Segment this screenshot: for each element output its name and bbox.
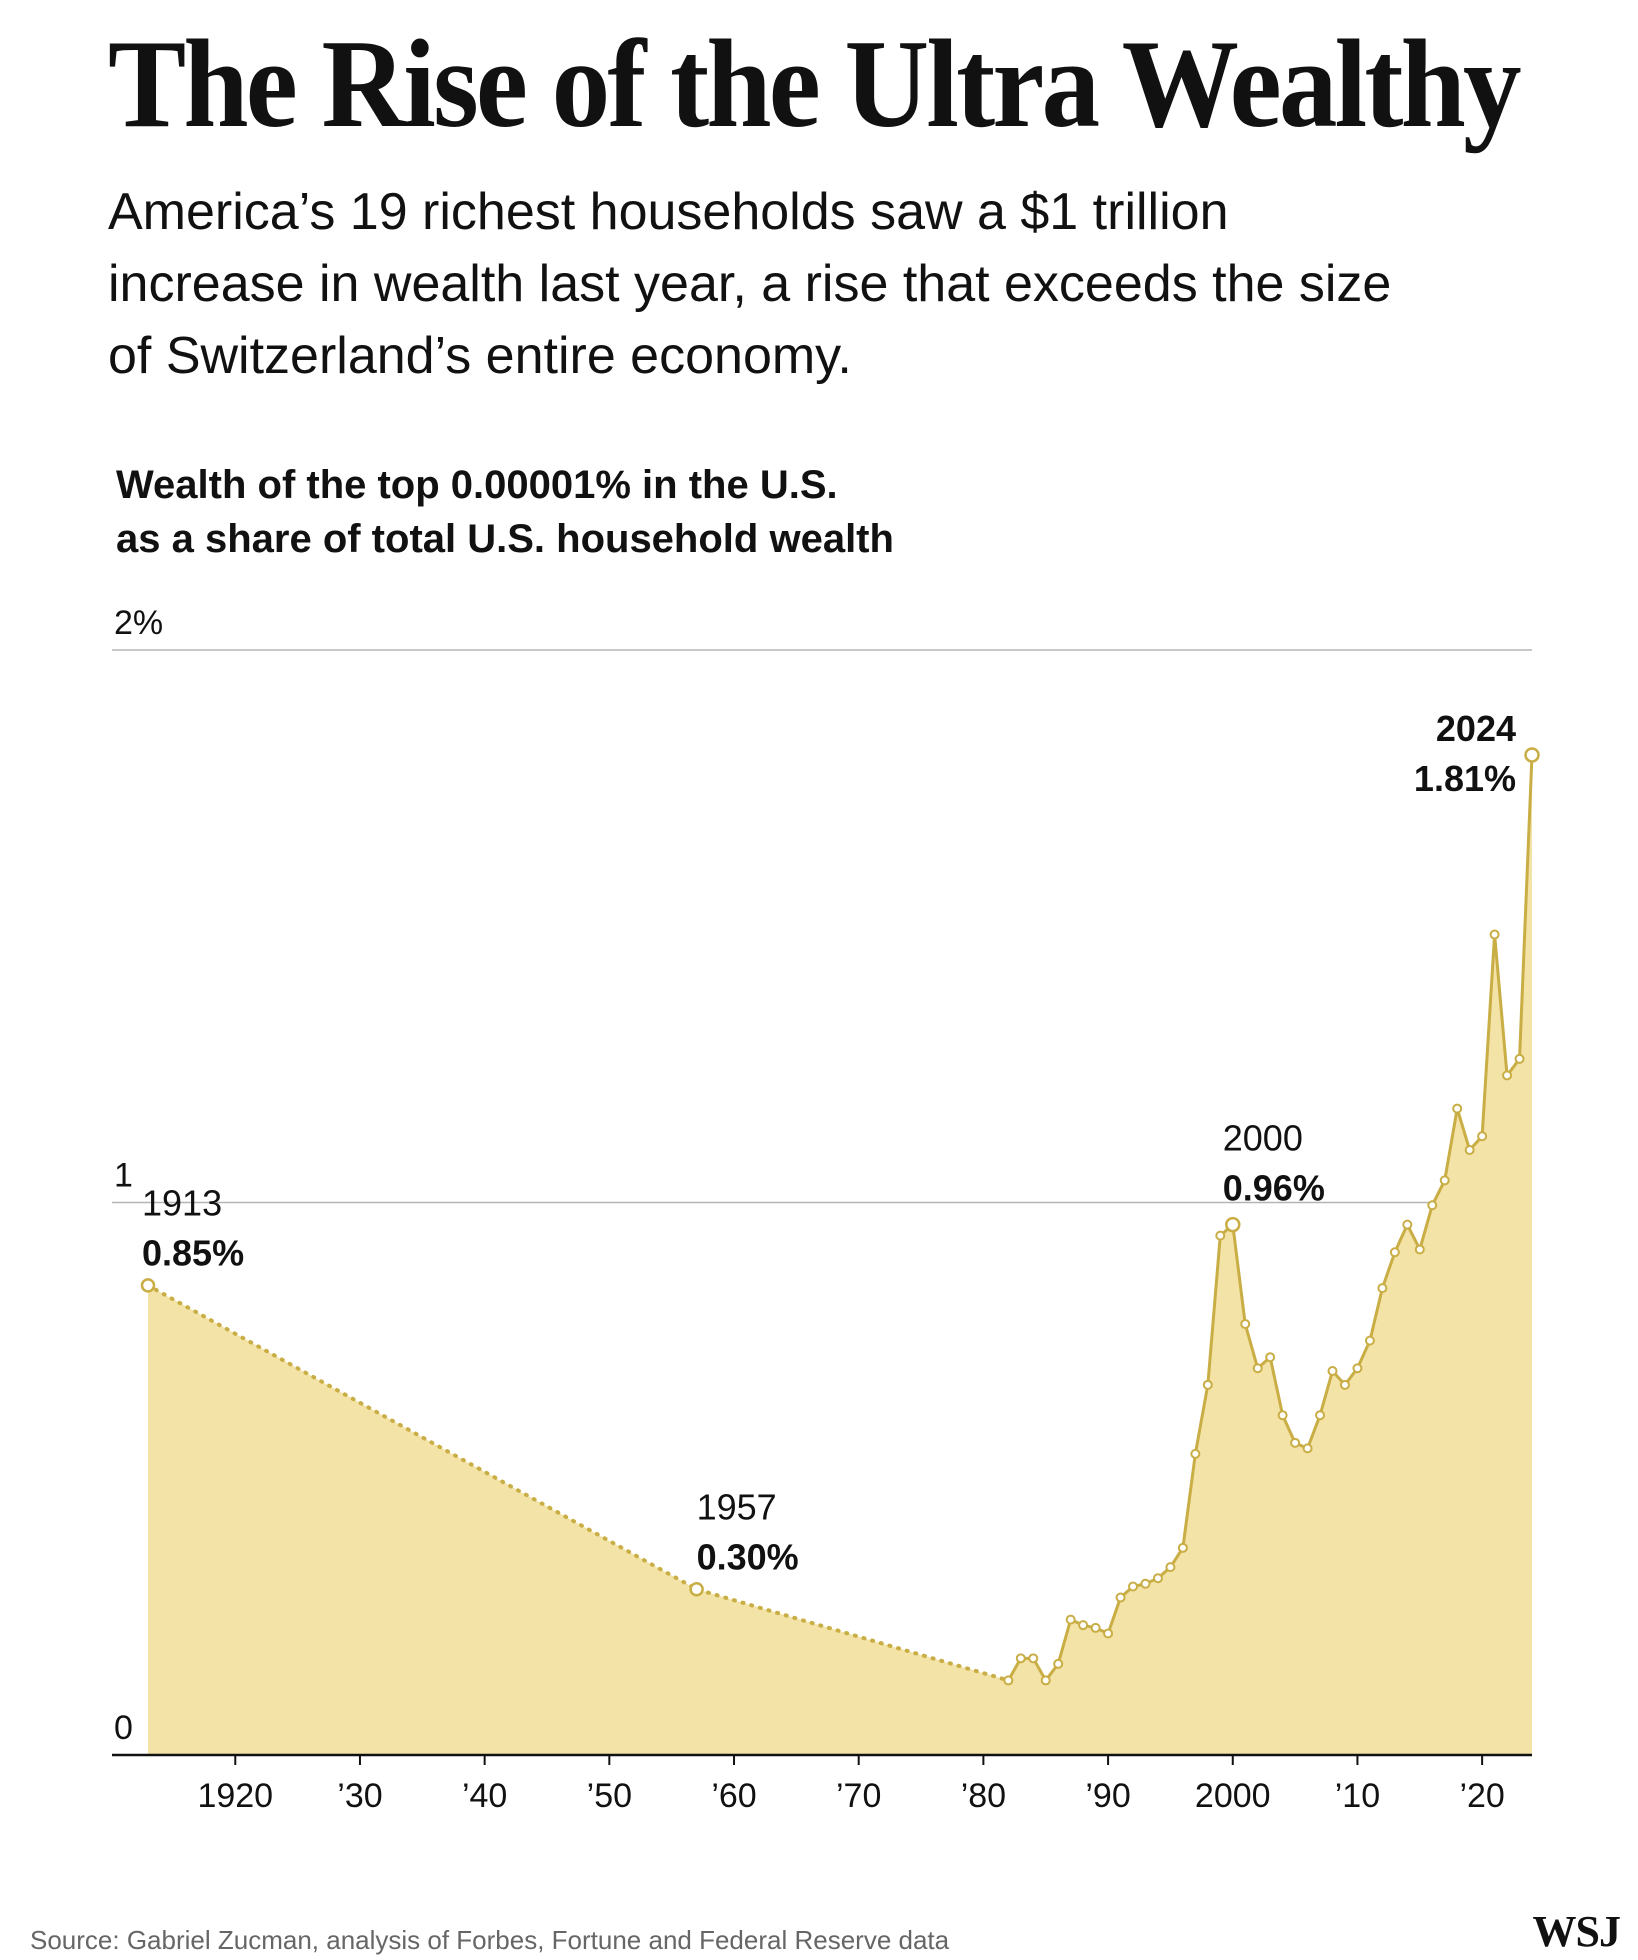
data-point bbox=[1128, 1581, 1139, 1592]
interpolated-line bbox=[146, 1283, 1011, 1683]
data-point bbox=[1327, 1366, 1338, 1377]
data-point bbox=[1414, 1244, 1425, 1255]
data-point bbox=[1003, 1675, 1014, 1686]
data-point-highlight bbox=[1524, 747, 1540, 763]
data-point bbox=[1215, 1230, 1226, 1241]
y-tick-label: 0 bbox=[114, 1709, 133, 1747]
data-point bbox=[1202, 1379, 1213, 1390]
gridlines: 2% 1 0 bbox=[112, 604, 1532, 1747]
data-point bbox=[1489, 929, 1500, 940]
x-tick-label: ’50 bbox=[587, 1777, 632, 1815]
data-point bbox=[1339, 1379, 1350, 1390]
data-point bbox=[1090, 1622, 1101, 1633]
y-tick-label: 2% bbox=[114, 604, 163, 642]
data-point bbox=[1252, 1363, 1263, 1374]
data-points bbox=[140, 747, 1540, 1686]
data-point bbox=[1165, 1562, 1176, 1573]
x-tick-label: 1920 bbox=[197, 1777, 273, 1815]
x-tick-label: ’10 bbox=[1335, 1777, 1380, 1815]
annotation-year: 1913 bbox=[142, 1182, 222, 1223]
data-point bbox=[1290, 1437, 1301, 1448]
x-tick-label: ’40 bbox=[462, 1777, 507, 1815]
annotation-value: 1.81% bbox=[1414, 758, 1516, 799]
data-point bbox=[1240, 1319, 1251, 1330]
data-point bbox=[1265, 1352, 1276, 1363]
x-tick-label: ’90 bbox=[1085, 1777, 1130, 1815]
annotation-year: 2024 bbox=[1436, 708, 1516, 749]
data-point bbox=[1364, 1335, 1375, 1346]
x-tick-label: ’70 bbox=[836, 1777, 881, 1815]
data-point bbox=[1040, 1675, 1051, 1686]
annotation-year: 2000 bbox=[1223, 1118, 1303, 1159]
data-point bbox=[1439, 1175, 1450, 1186]
annotation-value: 0.85% bbox=[142, 1232, 244, 1273]
axes: 1920 ’30 ’40 ’50 ’60 ’70 ’80 ’90 2000 ’10 ’20 bbox=[112, 1753, 1532, 1815]
data-point-anchor bbox=[689, 1582, 704, 1597]
data-point bbox=[1028, 1653, 1039, 1664]
data-point bbox=[1115, 1592, 1126, 1603]
data-point bbox=[1502, 1070, 1513, 1081]
data-point bbox=[1015, 1653, 1026, 1664]
wsj-logo: WSJ bbox=[1532, 1907, 1621, 1956]
data-point bbox=[1177, 1542, 1188, 1553]
data-point bbox=[1140, 1578, 1151, 1589]
area-fill-shape bbox=[148, 754, 1532, 1755]
data-point bbox=[1464, 1145, 1475, 1156]
y-tick-label: 1 bbox=[114, 1157, 133, 1195]
chart-title-line-1: Wealth of the top 0.00001% in the U.S. bbox=[116, 463, 838, 507]
headline: The Rise of the Ultra Wealthy bbox=[108, 15, 1522, 154]
data-point bbox=[1078, 1620, 1089, 1631]
x-tick-label: ’20 bbox=[1459, 1777, 1504, 1815]
annotations: 1913 0.85% 1957 0.30% 2000 0.96% 2024 1.81% bbox=[142, 708, 1516, 1577]
area-chart: 2% 1 0 1920 ’30 ’40 ’50 ’60 ’70 ’80 ’90 2000 ’10 ’20… bbox=[112, 604, 1540, 1815]
source-note: Source: Gabriel Zucman, analysis of Forb… bbox=[30, 1925, 950, 1955]
data-point bbox=[1427, 1200, 1438, 1211]
data-point bbox=[1152, 1573, 1163, 1584]
data-point bbox=[1302, 1443, 1313, 1454]
annotation-value: 0.96% bbox=[1223, 1168, 1325, 1209]
area-fill bbox=[148, 754, 1532, 1755]
chart-title: Wealth of the top 0.00001% in the U.S. a… bbox=[116, 458, 1116, 566]
x-tick-label: 2000 bbox=[1195, 1777, 1271, 1815]
data-point bbox=[1103, 1628, 1114, 1639]
data-point bbox=[1377, 1283, 1388, 1294]
x-tick-label: ’60 bbox=[711, 1777, 756, 1815]
annotation-value: 0.30% bbox=[697, 1536, 799, 1577]
data-point-highlight bbox=[1225, 1216, 1241, 1233]
data-point bbox=[1190, 1448, 1201, 1459]
chart-title-line-2: as a share of total U.S. household wealt… bbox=[116, 517, 894, 561]
data-point bbox=[1402, 1219, 1413, 1230]
data-point bbox=[1277, 1410, 1288, 1421]
x-tick-label: ’80 bbox=[961, 1777, 1006, 1815]
data-point bbox=[1514, 1053, 1525, 1064]
data-point-anchor bbox=[140, 1278, 156, 1293]
data-point bbox=[1315, 1410, 1326, 1421]
data-point bbox=[1452, 1103, 1463, 1114]
data-point bbox=[1065, 1614, 1076, 1625]
data-point bbox=[1389, 1247, 1400, 1258]
annotation-year: 1957 bbox=[697, 1486, 777, 1527]
data-point bbox=[1352, 1363, 1363, 1374]
data-point bbox=[1477, 1131, 1488, 1142]
dek: America’s 19 richest households saw a $1… bbox=[108, 183, 1392, 385]
data-point bbox=[1053, 1658, 1064, 1669]
x-tick-label: ’30 bbox=[337, 1777, 382, 1815]
